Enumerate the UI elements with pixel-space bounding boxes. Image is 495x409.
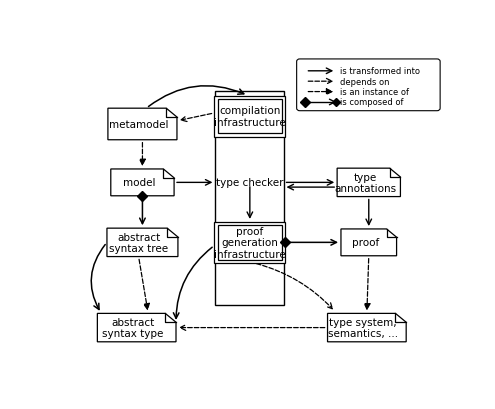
Text: depends on: depends on (340, 77, 390, 86)
Text: metamodel: metamodel (109, 120, 169, 130)
Polygon shape (111, 170, 174, 196)
Bar (214, 97, 285, 137)
Polygon shape (337, 169, 400, 197)
Text: proof: proof (352, 238, 379, 248)
Text: is transformed into: is transformed into (340, 67, 420, 76)
Polygon shape (107, 229, 178, 257)
FancyBboxPatch shape (297, 60, 440, 111)
Text: type
annotations: type annotations (334, 172, 396, 194)
Text: proof
generation
infrastructure: proof generation infrastructure (214, 226, 286, 259)
Polygon shape (328, 314, 406, 342)
Text: abstract
syntax tree: abstract syntax tree (109, 232, 168, 254)
Bar (215, 92, 284, 306)
Text: is an instance of: is an instance of (340, 88, 409, 97)
Polygon shape (108, 109, 177, 140)
Bar (218, 99, 282, 134)
Bar (218, 225, 282, 260)
Polygon shape (341, 229, 396, 256)
Text: compilation
infrastructure: compilation infrastructure (214, 106, 286, 128)
Bar (214, 222, 285, 263)
Text: abstract
syntax type: abstract syntax type (102, 317, 164, 339)
Text: model: model (123, 178, 155, 188)
Text: type checker: type checker (216, 178, 284, 188)
Polygon shape (98, 314, 176, 342)
Text: type system,
semantics, ...: type system, semantics, ... (328, 317, 398, 339)
Text: is composed of: is composed of (340, 98, 403, 107)
